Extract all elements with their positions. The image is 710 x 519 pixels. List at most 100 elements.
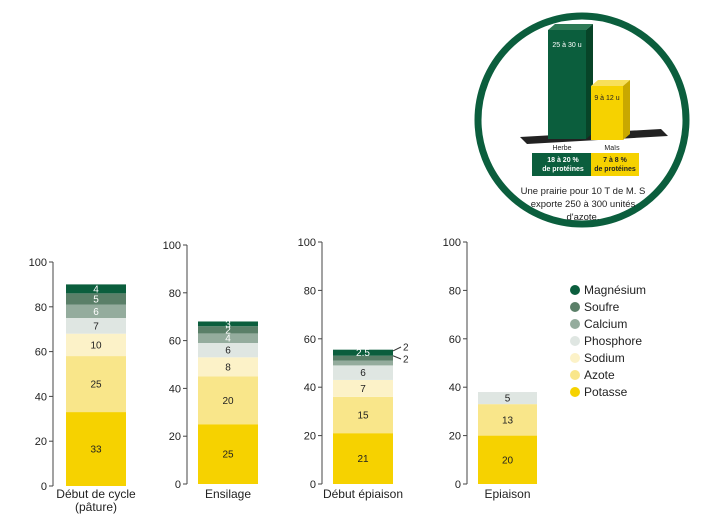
y-tick-label: 40 xyxy=(35,391,47,403)
callout-line xyxy=(392,355,402,360)
inset-caption: d'azote. xyxy=(567,212,600,223)
bar-segment xyxy=(198,333,258,343)
data-label: 4 xyxy=(225,334,231,345)
bar-segment xyxy=(66,356,126,413)
data-label: 13 xyxy=(502,415,514,426)
bar-top xyxy=(548,24,593,30)
data-label: 5 xyxy=(505,394,511,405)
panel-2: 0 20 40 60 80 100 21 15 7 6 2.5 Début épiaison 22 xyxy=(298,237,409,501)
y-tick-label: 0 xyxy=(175,479,181,491)
bar-segment xyxy=(333,433,393,484)
y-tick-label: 0 xyxy=(41,481,47,493)
y-tick-label: 100 xyxy=(298,237,316,249)
inset-bar-name: Herbe xyxy=(552,145,571,152)
bar-front xyxy=(548,30,586,139)
data-label: 21 xyxy=(357,454,369,465)
data-label: 7 xyxy=(360,384,366,395)
category-label: (pâture) xyxy=(75,500,117,514)
legend-label: Calcium xyxy=(584,317,627,331)
legend-label: Phosphore xyxy=(584,334,642,348)
panel-0: 0 20 40 60 80 100 33 25 10 7 6 54 Début de cycle(pât… xyxy=(29,257,136,514)
legend-label: Potasse xyxy=(584,385,628,399)
bar-top xyxy=(591,80,630,86)
legend-item: Sodium xyxy=(570,351,625,365)
bar-segment xyxy=(478,404,537,436)
y-tick-label: 80 xyxy=(304,285,316,297)
callout-line xyxy=(392,346,402,352)
y-tick-label: 60 xyxy=(449,334,461,346)
panel-3: 0 20 40 60 80 100 20 13 5 Epiaison xyxy=(443,237,537,501)
legend-swatch xyxy=(570,387,580,397)
inset-circle: 25 à 30 u 9 à 12 u Herbe Maïs 18 à 20 % de pr… xyxy=(474,12,690,228)
legend-swatch xyxy=(570,353,580,363)
legend-swatch xyxy=(570,285,580,295)
inset-bar-name: Maïs xyxy=(604,145,620,152)
y-tick-label: 40 xyxy=(304,382,316,394)
category-label: Début épiaison xyxy=(323,487,403,501)
bar-segment xyxy=(198,342,258,358)
legend-swatch xyxy=(570,336,580,346)
bar-segment xyxy=(333,349,393,356)
legend-item: Soufre xyxy=(570,300,620,314)
data-label: 6 xyxy=(225,346,231,357)
data-label: 5 xyxy=(93,294,99,305)
bar-side xyxy=(623,80,630,140)
bar-segment xyxy=(478,435,537,484)
data-label: 10 xyxy=(90,340,102,351)
legend-swatch xyxy=(570,370,580,380)
inset-value-label: 9 à 12 u xyxy=(594,95,619,102)
badge-text: 7 à 8 % xyxy=(603,157,628,164)
bar-segment xyxy=(66,293,126,305)
y-tick-label: 60 xyxy=(35,347,47,359)
y-tick-label: 40 xyxy=(169,383,181,395)
y-tick-label: 20 xyxy=(304,431,316,443)
callout-label: 2 xyxy=(403,355,409,366)
bar-segment xyxy=(66,333,126,357)
inset-value-label: 25 à 30 u xyxy=(552,42,581,49)
y-tick-label: 80 xyxy=(169,288,181,300)
y-tick-label: 20 xyxy=(35,436,47,448)
legend-label: Soufre xyxy=(584,300,620,314)
data-label: 25 xyxy=(222,450,234,461)
legend-item: Phosphore xyxy=(570,334,642,348)
data-label: 33 xyxy=(90,445,102,456)
bar-segment xyxy=(333,355,393,361)
y-tick-label: 80 xyxy=(35,302,47,314)
badge-text: 18 à 20 % xyxy=(547,157,579,164)
data-label: 15 xyxy=(357,411,369,422)
bar-segment xyxy=(333,365,393,380)
bar-segment xyxy=(198,321,258,327)
inset-caption: exporte 250 à 300 unités xyxy=(531,199,636,210)
legend-item: Magnésium xyxy=(570,283,646,297)
inset-protein-badge: 18 à 20 % de protéines xyxy=(532,153,594,176)
inset-bar-mais: 9 à 12 u xyxy=(591,80,630,140)
data-label: 20 xyxy=(502,455,514,466)
data-label: 20 xyxy=(222,396,234,407)
y-tick-label: 20 xyxy=(169,431,181,443)
bar-segment xyxy=(198,376,258,425)
legend-item: Potasse xyxy=(570,385,628,399)
bar-segment xyxy=(66,412,126,486)
bar-segment xyxy=(333,396,393,434)
bar-segment xyxy=(198,424,258,484)
legend: Magnésium Soufre Calcium Phosphore Sodium Azo… xyxy=(570,283,646,399)
badge-background xyxy=(591,153,639,176)
legend-item: Azote xyxy=(570,368,615,382)
inset-bar-herbe: 25 à 30 u xyxy=(548,24,593,139)
inset-protein-badge: 7 à 8 % de protéines xyxy=(591,153,639,176)
legend-label: Sodium xyxy=(584,351,625,365)
y-tick-label: 100 xyxy=(29,257,47,269)
bar-segment xyxy=(66,318,126,334)
data-label: 6 xyxy=(93,307,99,318)
y-tick-label: 80 xyxy=(449,285,461,297)
legend-item: Calcium xyxy=(570,317,627,331)
inset-caption: Une prairie pour 10 T de M. S xyxy=(521,186,646,197)
y-tick-label: 100 xyxy=(163,240,181,252)
bar-segment xyxy=(66,284,126,294)
y-tick-label: 0 xyxy=(310,479,316,491)
data-label: 8 xyxy=(225,362,231,373)
callout-label: 2 xyxy=(403,343,409,354)
